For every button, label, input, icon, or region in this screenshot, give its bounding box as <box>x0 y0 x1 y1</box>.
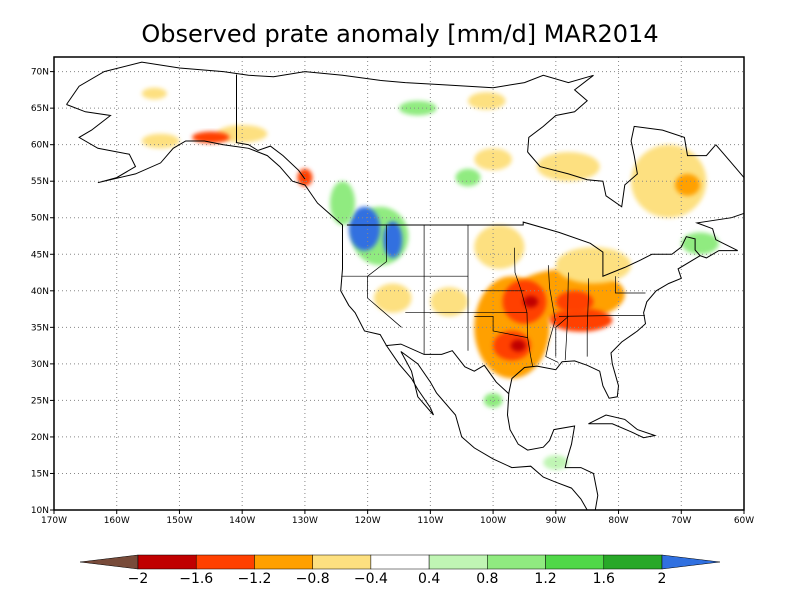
anomaly-tennessee-dry <box>549 308 613 332</box>
state-line <box>558 315 645 317</box>
colorbar-label: 2 <box>658 571 667 587</box>
lat-tick-label: 65N <box>31 104 49 114</box>
anomaly-field <box>141 87 719 470</box>
lat-tick-label: 50N <box>31 214 49 224</box>
pacific-coast <box>66 104 588 510</box>
lon-tick-label: 110W <box>417 516 443 526</box>
state-line <box>564 272 569 361</box>
gulf-coast <box>506 393 599 510</box>
colorbar-label: −1.2 <box>237 571 271 587</box>
lat-lon-grid <box>54 57 744 510</box>
us-mexico-border <box>385 343 510 395</box>
colorbar-label: 1.6 <box>593 571 615 587</box>
colorbar-bin <box>428 554 488 570</box>
state-line <box>586 278 589 357</box>
colorbar-label: −0.8 <box>296 571 330 587</box>
colorbar-bin <box>370 554 430 570</box>
colorbar-bin <box>137 554 197 570</box>
colorbar-label: 1.2 <box>534 571 556 587</box>
lat-tick-label: 40N <box>31 287 49 297</box>
anomaly-northeast-wet <box>681 232 719 255</box>
lat-tick-label: 25N <box>31 396 49 406</box>
map-title: Observed prate anomaly [mm/d] MAR2014 <box>141 20 659 48</box>
anomaly-quebec-dry <box>631 144 707 218</box>
colorbar-high-arrow <box>661 554 721 570</box>
anomaly-bc-interior-wet <box>330 181 356 226</box>
colorbar-bin <box>195 554 255 570</box>
lon-tick-label: 150W <box>166 516 192 526</box>
lat-tick-label: 20N <box>31 433 49 443</box>
anomaly-hudson-bay-dry <box>537 151 600 182</box>
lat-tick-label: 55N <box>31 177 49 187</box>
anomaly-mexico-wet <box>483 393 503 408</box>
hudson-bay-coast <box>527 125 717 208</box>
lat-tick-label: 35N <box>31 323 49 333</box>
lat-tick-label: 60N <box>31 141 49 151</box>
colorbar-bin <box>487 554 546 570</box>
anomaly-manitoba-dry <box>474 148 512 171</box>
anomaly-arkansas-dry <box>510 339 526 352</box>
lat-tick-label: 70N <box>31 68 49 78</box>
lat-tick-label: 45N <box>31 250 49 260</box>
lon-tick-label: 120W <box>355 516 381 526</box>
anomaly-kentucky-dry <box>555 290 594 313</box>
anomaly-alaska-gulf-dry <box>192 131 230 144</box>
anomaly-central-america-wet <box>543 455 569 470</box>
lon-tick-label: 70W <box>671 516 691 526</box>
atlantic-coast <box>508 144 744 399</box>
anomaly-washington-wet <box>348 206 381 251</box>
colorbar-label: −0.4 <box>354 571 388 587</box>
hudson-bay-west <box>527 74 594 153</box>
lon-tick-label: 140W <box>229 516 255 526</box>
anomaly-alaska-west-dry <box>141 133 180 149</box>
colorbar-bin <box>545 554 605 570</box>
lon-tick-label: 90W <box>546 516 566 526</box>
anomaly-alaska-north-dry <box>141 87 167 100</box>
map-frame <box>53 56 745 511</box>
state-line <box>474 316 528 338</box>
lat-tick-label: 10N <box>31 506 49 516</box>
lon-tick-label: 100W <box>480 516 506 526</box>
lon-tick-label: 170W <box>41 516 67 526</box>
colorbar-label: 0.4 <box>418 571 440 587</box>
axis-ticks: 170W 160W 150W 140W 130W 120W 110W 100W 90W 80W 70… <box>31 68 754 526</box>
colorbar-label: −2 <box>128 571 149 587</box>
anomaly-arctic-wet <box>399 100 437 116</box>
anomaly-dakotas-dry <box>474 225 525 269</box>
state-line <box>555 316 569 357</box>
anomaly-nunavut-dry <box>468 92 506 110</box>
anomaly-central-rockies-dry <box>430 287 468 317</box>
alaska-panhandle-border <box>235 142 306 180</box>
anomaly-labrador-dry <box>675 173 701 196</box>
state-line <box>545 265 559 363</box>
colorbar-bin <box>254 554 313 570</box>
lat-tick-label: 15N <box>31 469 49 479</box>
colorbar-bin <box>312 554 372 570</box>
us-canada-border <box>346 221 701 277</box>
colorbar-label: −1.6 <box>179 571 213 587</box>
lon-tick-label: 80W <box>608 516 628 526</box>
coastlines <box>66 61 744 510</box>
lon-tick-label: 130W <box>292 516 318 526</box>
colorbar: −2 −1.6 −1.2 −0.8 −0.4 0.4 0.8 1.2 1.6 2 <box>79 554 721 587</box>
state-line <box>514 247 533 367</box>
anomaly-idaho-wet <box>383 221 403 258</box>
anomaly-great-lakes-dry <box>555 246 632 284</box>
cuba-outline <box>588 414 657 439</box>
lon-tick-label: 60W <box>734 516 754 526</box>
colorbar-bin <box>603 554 663 570</box>
lon-tick-label: 160W <box>104 516 130 526</box>
anomaly-missouri-dry <box>523 295 539 308</box>
lat-tick-label: 30N <box>31 360 49 370</box>
colorbar-label: 0.8 <box>476 571 498 587</box>
anomaly-hudson-wet <box>455 168 481 187</box>
colorbar-low-arrow <box>79 554 139 570</box>
arctic-coast <box>66 61 594 105</box>
state-line <box>615 276 646 294</box>
